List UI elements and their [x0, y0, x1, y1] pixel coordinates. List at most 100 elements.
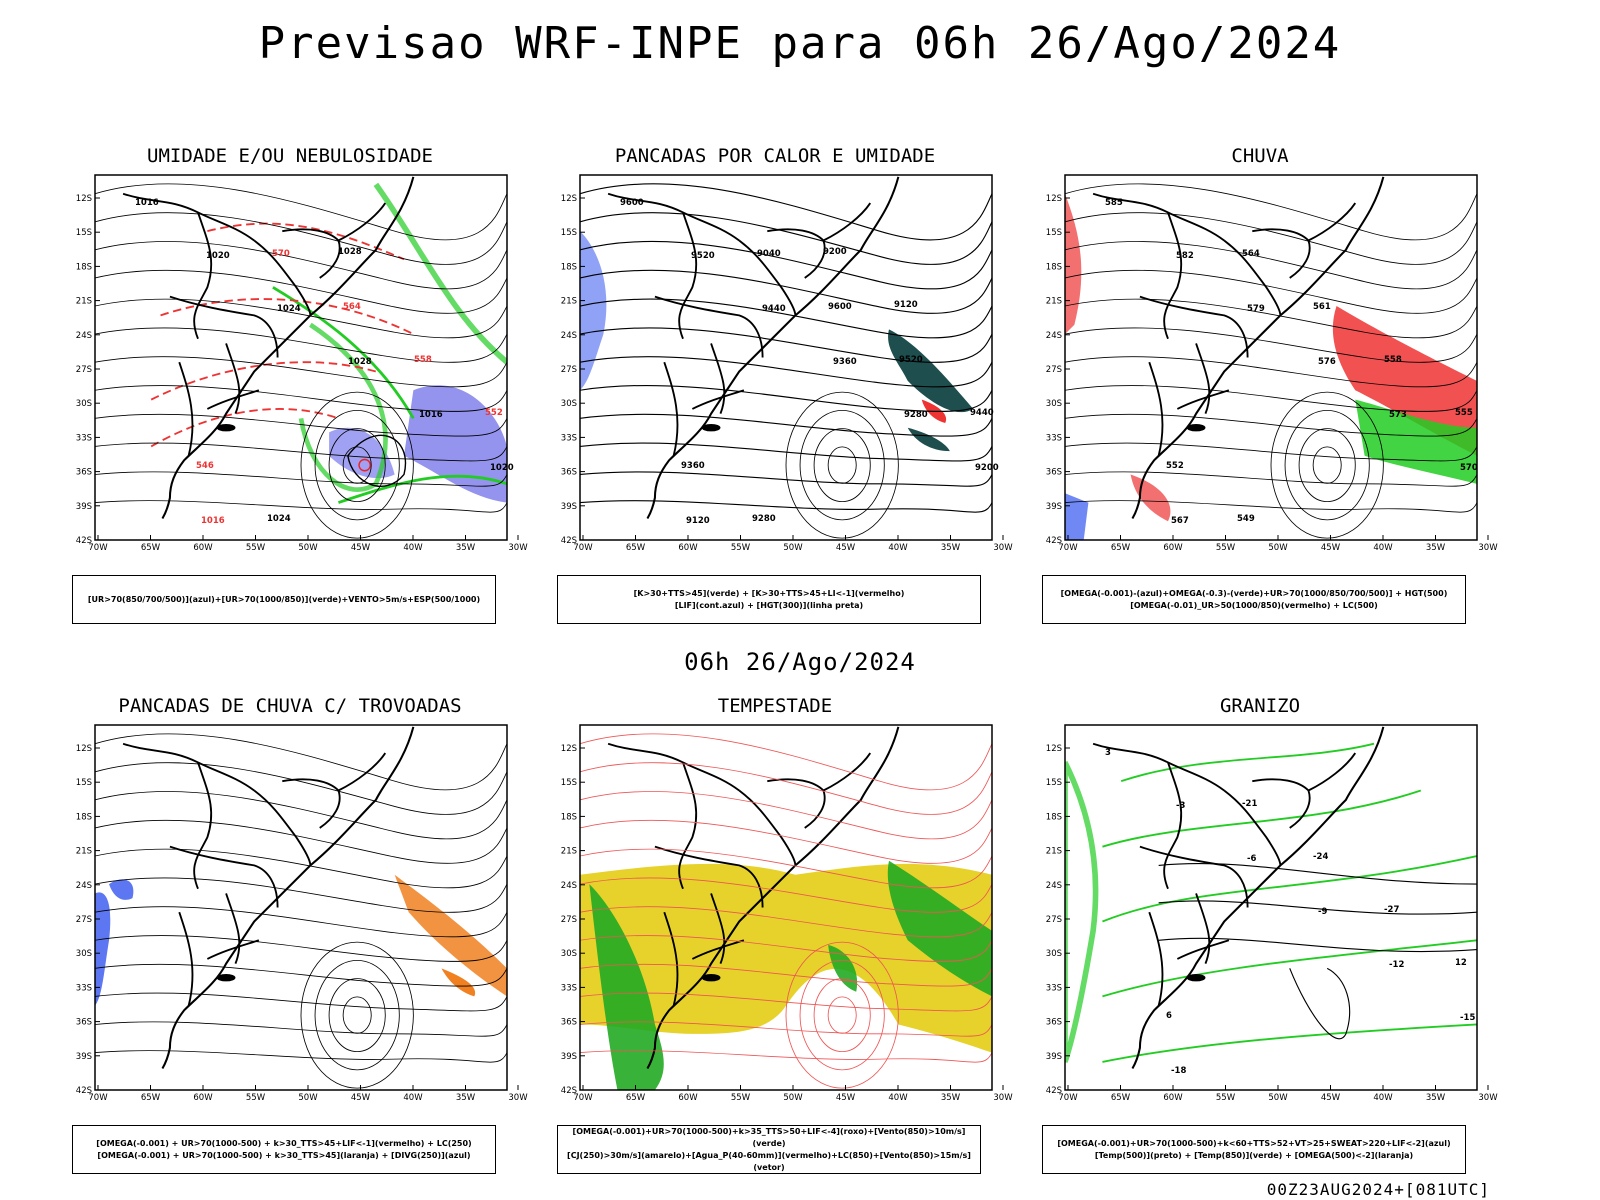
streamline: [580, 327, 992, 363]
coastline: [646, 726, 900, 1070]
border-line: [1092, 742, 1225, 792]
border-line: [1195, 893, 1211, 965]
lon-label: 55W: [1216, 1093, 1236, 1103]
contour-label: 1024: [267, 514, 291, 524]
coastline: [1131, 726, 1385, 1070]
contour-label: 549: [1237, 514, 1255, 524]
border-line: [193, 212, 213, 340]
border-line: [282, 778, 341, 829]
border-line: [1163, 762, 1183, 890]
legend-line-2: [LIF](cont.azul) + [HGT(300)](linha pret…: [674, 600, 864, 610]
legend-line-2: [OMEGA(-0.001) + UR>70(1000-500) + k>30_…: [97, 1150, 471, 1160]
contour-label: 546: [196, 461, 214, 471]
streamline: [95, 1021, 507, 1037]
contour-label: 558: [414, 355, 432, 365]
legend: [OMEGA(-0.001)+UR>70(1000-500)+k<60+TTS>…: [1042, 1125, 1466, 1174]
lon-label: 55W: [1216, 543, 1236, 553]
legend-line-1: [OMEGA(-0.001)-(azul)+OMEGA(-0.3)-(verde…: [1060, 588, 1448, 598]
streamline: [580, 212, 992, 265]
lon-label: 45W: [351, 1093, 371, 1103]
lat-label: 30S: [561, 399, 577, 409]
lon-label: 65W: [626, 543, 646, 553]
contour-label: 9120: [686, 516, 710, 526]
border-line: [1139, 295, 1249, 358]
contour-label: 12: [1455, 958, 1467, 968]
contour-label: 1024: [277, 304, 301, 314]
lon-label: 65W: [626, 1093, 646, 1103]
lon-label: 70W: [573, 543, 593, 553]
lat-label: 27S: [1046, 365, 1062, 375]
lat-label: 30S: [1046, 399, 1062, 409]
lagoon: [216, 423, 236, 432]
contour-label: 1028: [348, 357, 372, 367]
lat-label: 12S: [1046, 194, 1062, 204]
contour-label: 9600: [828, 302, 852, 312]
streamline: [580, 356, 992, 388]
lat-label: 21S: [561, 297, 577, 307]
border-line: [607, 742, 740, 792]
contour-label: 9360: [833, 357, 857, 367]
map-frame: [579, 724, 993, 1091]
contour-label: -12: [1389, 960, 1404, 970]
streamline: [95, 819, 507, 864]
lagoon: [701, 973, 721, 982]
lat-label: 12S: [561, 744, 577, 754]
streamline: [1065, 298, 1477, 339]
lat-label: 24S: [561, 331, 577, 341]
lat-label: 21S: [76, 847, 92, 857]
streamline: [1065, 413, 1477, 437]
lon-label: 35W: [456, 1093, 476, 1103]
contour-label: 9120: [894, 300, 918, 310]
lon-label: 70W: [573, 1093, 593, 1103]
contour-label: 9200: [823, 247, 847, 257]
contour-label: 1016: [419, 410, 443, 420]
legend-line-1: [K>30+TTS>45](verde) + [K>30+TTS>45+LI<-…: [633, 588, 905, 598]
contour-label: 564: [343, 302, 361, 312]
lat-label: 18S: [76, 262, 92, 272]
border-line: [178, 361, 194, 456]
legend-line-1: [OMEGA(-0.001) + UR>70(1000-500) + k>30_…: [96, 1138, 472, 1148]
lon-label: 30W: [508, 543, 528, 553]
lat-label: 33S: [561, 983, 577, 993]
lon-label: 60W: [193, 543, 213, 553]
lon-label: 45W: [351, 543, 371, 553]
cyclone-ring: [314, 959, 400, 1071]
lat-label: 21S: [1046, 297, 1062, 307]
lat-label: 15S: [1046, 778, 1062, 788]
border-line: [1139, 845, 1249, 908]
lat-label: 18S: [561, 812, 577, 822]
border-line: [607, 192, 740, 242]
streamline: [95, 471, 507, 487]
panel-title: PANCADAS DE CHUVA C/ TROVOADAS: [118, 695, 462, 717]
lon-label: 60W: [678, 543, 698, 553]
lat-label: 12S: [76, 194, 92, 204]
lat-label: 12S: [76, 744, 92, 754]
contour-label: 552: [1166, 461, 1184, 471]
border-line: [1252, 228, 1311, 279]
lat-label: 39S: [1046, 1052, 1062, 1062]
streamline: [95, 212, 507, 265]
border-line: [169, 845, 279, 908]
border-line: [1223, 789, 1282, 866]
streamline: [95, 327, 507, 363]
legend-line-2: [OMEGA(-0.01)_UR>50(1000/850)(vermelho) …: [1130, 600, 1378, 610]
cyclone-ring: [300, 941, 414, 1089]
streamline: [1065, 471, 1477, 487]
streamline: [95, 963, 507, 987]
lat-label: 30S: [76, 399, 92, 409]
lat-label: 12S: [1046, 744, 1062, 754]
streamline: [580, 733, 992, 791]
lat-label: 33S: [1046, 433, 1062, 443]
page-title: Previsao WRF-INPE para 06h 26/Ago/2024: [258, 18, 1342, 69]
lon-label: 35W: [456, 543, 476, 553]
lon-label: 40W: [888, 1093, 908, 1103]
legend: [OMEGA(-0.001) + UR>70(1000-500) + k>30_…: [72, 1125, 496, 1174]
streamline: [95, 241, 507, 290]
legend: [OMEGA(-0.001)-(azul)+OMEGA(-0.3)-(verde…: [1042, 575, 1466, 624]
contour-label: 9360: [681, 461, 705, 471]
lon-label: 50W: [298, 1093, 318, 1103]
lat-label: 42S: [1046, 536, 1062, 546]
contour-label: 564: [1242, 249, 1260, 259]
border-line: [1176, 939, 1230, 960]
